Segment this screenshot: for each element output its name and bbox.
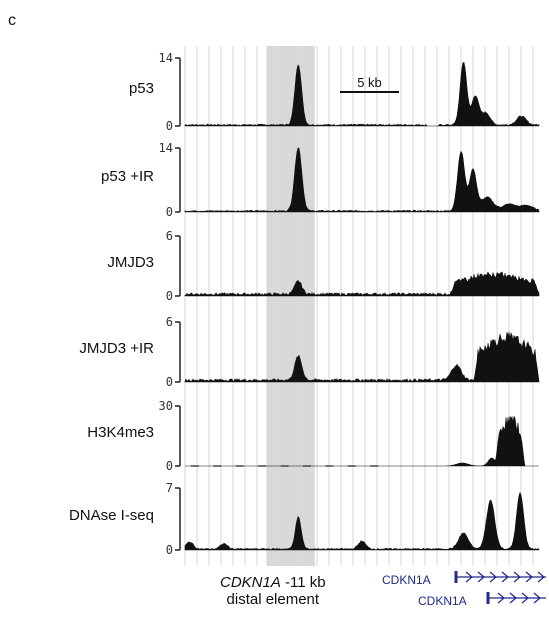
y-tick-label: 0 [166,459,173,473]
region-caption-line1: CDKN1A -11 kb [220,574,326,591]
track-label: JMJD3 +IR [79,340,154,357]
region-caption: CDKN1A -11 kb distal element [220,574,326,608]
y-tick-label: 14 [159,51,173,65]
region-caption-gene: CDKN1A [220,574,281,591]
strand-arrow [533,592,541,604]
y-tick-label: 30 [159,399,173,413]
y-tick-label: 0 [166,205,173,219]
signal-area-2 [184,147,540,213]
strand-arrow [521,592,529,604]
region-caption-line2: distal element [226,591,320,608]
track-label: p53 +IR [101,167,154,185]
strand-arrow [477,571,485,583]
track-label: DNAse I-seq [68,506,154,524]
strand-arrow [509,592,517,604]
highlight-band [266,46,315,566]
y-tick-label: 0 [166,119,173,133]
gene-label-1: CDKN1A [382,573,431,587]
strand-arrow [489,571,497,583]
y-tick-label: 7 [166,481,173,495]
strand-arrow [497,592,505,604]
y-tick-label: 14 [159,141,173,155]
strand-arrow [525,571,533,583]
strand-arrow [513,571,521,583]
track-label: H3K4me3 [87,424,154,441]
signal-area-5 [185,415,539,467]
strand-arrow [465,571,473,583]
signal-area-4 [184,331,540,383]
strand-arrow [501,571,509,583]
panel-letter: c [8,12,16,29]
signal-area-1 [184,62,540,127]
track-label: JMJD3 [107,254,154,271]
y-tick-label: 0 [166,543,173,557]
y-tick-label: 0 [166,375,173,389]
signal-area-3 [184,271,540,297]
signal-area-6 [184,491,540,551]
y-tick-label: 6 [166,315,173,329]
strand-arrow [537,571,545,583]
track-label: p53 [128,79,154,97]
scale-bar-label: 5 kb [357,75,382,90]
y-tick-label: 6 [166,229,173,243]
gene-label-2: CDKN1A [418,594,467,608]
region-caption-offset: -11 kb [280,574,326,591]
y-tick-label: 0 [166,289,173,303]
